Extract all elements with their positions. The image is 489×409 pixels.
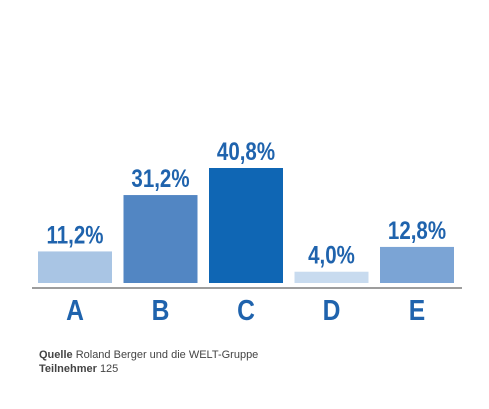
bar-e bbox=[380, 246, 454, 283]
bar-a bbox=[38, 251, 112, 283]
category-label-c: C bbox=[237, 294, 255, 326]
labels-group: 11,2% A 31,2% B 40,8% C 4,0% D 12,8% E bbox=[47, 137, 447, 326]
participants-line: Teilnehmer 125 bbox=[39, 362, 258, 376]
value-label-b: 31,2% bbox=[131, 164, 189, 192]
category-label-e: E bbox=[409, 294, 425, 326]
category-label-b: B bbox=[152, 294, 170, 326]
source-value: Roland Berger und die WELT-Gruppe bbox=[75, 349, 259, 361]
value-label-a: 11,2% bbox=[47, 220, 104, 248]
bar-c bbox=[209, 168, 283, 283]
bar-d bbox=[294, 271, 369, 283]
participants-value: 125 bbox=[99, 363, 119, 375]
bar-b bbox=[123, 195, 198, 283]
category-label-d: D bbox=[323, 294, 341, 326]
category-label-a: A bbox=[66, 294, 84, 326]
source-key: Quelle bbox=[39, 349, 73, 361]
value-label-c: 40,8% bbox=[217, 137, 275, 165]
chart-footer: Quelle Roland Berger und die WELT-Gruppe… bbox=[39, 348, 258, 376]
bars-group bbox=[38, 168, 454, 283]
source-line: Quelle Roland Berger und die WELT-Gruppe bbox=[39, 348, 258, 362]
participants-key: Teilnehmer bbox=[39, 363, 97, 375]
value-label-d: 4,0% bbox=[308, 241, 355, 269]
value-label-e: 12,8% bbox=[388, 216, 446, 244]
